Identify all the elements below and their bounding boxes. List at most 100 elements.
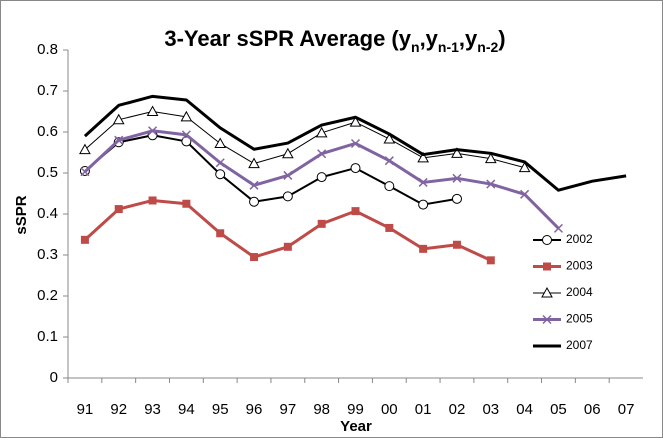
data-point <box>216 229 225 238</box>
x-tick-label: 05 <box>550 401 567 418</box>
data-point <box>316 172 327 183</box>
data-point <box>248 157 260 169</box>
series-line <box>83 94 627 192</box>
legend-label: 2005 <box>566 312 593 326</box>
y-axis-label: sSPR <box>13 195 30 234</box>
x-tick-label: 91 <box>77 401 94 418</box>
y-tick-label: 0 <box>50 369 58 386</box>
y-tick-label: 0.2 <box>37 287 58 304</box>
x-tick-label: 04 <box>516 401 533 418</box>
data-point <box>148 126 158 136</box>
data-point <box>182 199 191 208</box>
data-point <box>419 244 428 253</box>
y-tick-label: 0.3 <box>37 246 58 263</box>
y-tick-label: 0.5 <box>37 164 58 181</box>
data-point <box>315 126 328 138</box>
data-point <box>112 113 125 125</box>
data-point <box>484 152 497 164</box>
series-line <box>84 111 525 169</box>
legend-label: 2004 <box>566 285 593 299</box>
title-part: ,y <box>459 26 478 51</box>
legend-label: 2003 <box>566 259 593 273</box>
y-tick-label: 0.6 <box>37 123 58 140</box>
data-point <box>80 235 89 244</box>
data-point <box>249 196 260 207</box>
legend-marker <box>542 314 552 325</box>
x-tick-label: 93 <box>144 401 161 418</box>
data-point <box>350 138 361 149</box>
x-tick-label: 92 <box>110 401 127 418</box>
title-part: n-2 <box>477 39 498 55</box>
legend-marker <box>541 286 553 298</box>
y-tick-label: 0.7 <box>37 82 58 99</box>
data-point <box>215 158 225 168</box>
x-tick-label: 01 <box>415 401 432 418</box>
legend-label: 2007 <box>566 338 593 352</box>
x-tick-label: 99 <box>347 401 364 418</box>
data-point <box>486 256 495 265</box>
data-point <box>282 191 293 202</box>
series-line <box>84 134 458 206</box>
data-point <box>181 136 192 147</box>
data-point <box>148 196 157 205</box>
data-point <box>452 240 461 249</box>
title-part: ,y <box>420 26 439 51</box>
data-point <box>351 207 360 216</box>
data-point <box>384 156 394 166</box>
x-tick-label: 94 <box>178 401 195 418</box>
data-point <box>146 105 159 116</box>
y-tick-label: 0.8 <box>37 41 58 58</box>
data-point <box>215 169 226 180</box>
data-point <box>181 130 191 140</box>
y-tick-label: 0.1 <box>37 328 58 345</box>
data-point <box>317 149 327 159</box>
data-point <box>451 193 462 204</box>
x-tick-label: 07 <box>618 401 635 418</box>
data-point <box>180 110 193 122</box>
data-point <box>350 163 361 174</box>
data-point <box>282 147 294 159</box>
legend-marker <box>542 235 552 245</box>
data-point <box>553 223 563 233</box>
data-point <box>451 147 463 158</box>
data-point <box>520 189 530 199</box>
title-part: ) <box>498 26 505 51</box>
x-tick-label: 97 <box>280 401 297 418</box>
legend-label: 2002 <box>566 232 593 246</box>
data-point <box>317 219 326 228</box>
x-axis-label: Year <box>340 418 372 435</box>
title-part: n <box>411 39 420 55</box>
x-tick-label: 98 <box>313 401 330 418</box>
data-point <box>418 177 428 187</box>
data-point <box>250 253 259 262</box>
x-tick-label: 00 <box>381 401 398 418</box>
data-point <box>486 179 496 189</box>
data-point <box>518 161 531 173</box>
data-point <box>114 135 124 145</box>
x-tick-label: 96 <box>246 401 263 418</box>
data-point <box>114 205 123 214</box>
x-tick-label: 03 <box>482 401 499 418</box>
data-point <box>418 199 429 210</box>
data-point <box>349 116 362 127</box>
data-point <box>80 167 90 177</box>
data-point <box>283 242 292 251</box>
x-tick-label: 02 <box>449 401 466 418</box>
data-point <box>214 137 227 148</box>
data-point <box>79 143 91 155</box>
title-part: n-1 <box>438 39 459 55</box>
x-tick-label: 06 <box>584 401 601 418</box>
x-tick-label: 95 <box>212 401 229 418</box>
data-point <box>417 151 429 163</box>
chart-title: 3-Year sSPR Average (yn,yn-1,yn-2) <box>164 26 505 55</box>
data-point <box>452 173 462 183</box>
data-point <box>283 170 293 180</box>
data-point <box>385 223 394 232</box>
data-point <box>384 181 395 192</box>
y-tick-label: 0.4 <box>37 205 58 222</box>
data-point <box>383 132 396 144</box>
legend-marker <box>543 262 551 271</box>
title-part: 3-Year sSPR Average (y <box>164 26 411 51</box>
data-point <box>249 180 259 190</box>
